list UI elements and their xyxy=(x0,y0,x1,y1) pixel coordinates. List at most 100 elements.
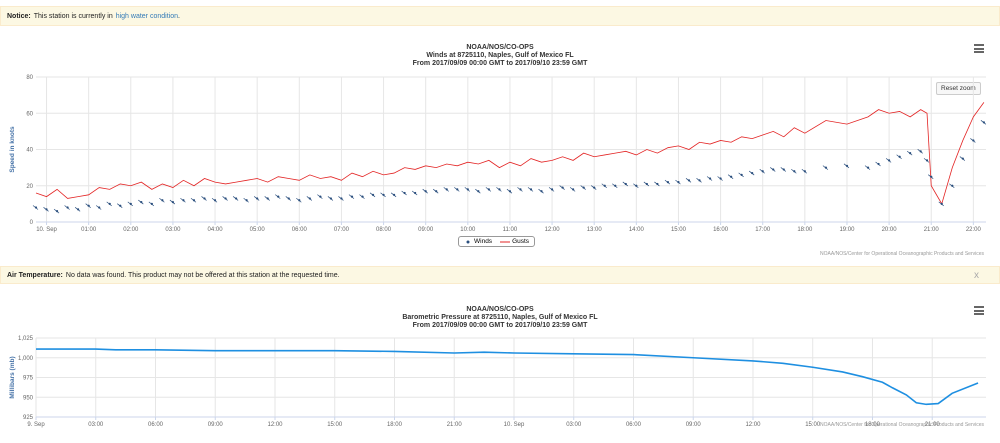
wind-direction-arrow xyxy=(923,158,930,163)
x-tick-label: 03:00 xyxy=(566,422,582,428)
wind-direction-arrow xyxy=(380,192,386,198)
wind-direction-arrow xyxy=(949,183,955,189)
wind-direction-arrow xyxy=(369,192,376,198)
wind-direction-arrow xyxy=(896,154,902,160)
wind-direction-arrow xyxy=(243,197,249,203)
air-temp-text: No data was found. This product may not … xyxy=(65,271,340,279)
wind-direction-arrow xyxy=(53,208,60,214)
wind-direction-arrow xyxy=(654,181,660,187)
wind-direction-arrow xyxy=(569,187,576,192)
x-tick-label: 09:00 xyxy=(418,227,434,233)
wind-direction-arrow xyxy=(201,196,207,201)
y-tick-label: 950 xyxy=(23,395,34,401)
y-tick-label: 20 xyxy=(26,184,33,190)
x-tick-label: 09:00 xyxy=(208,422,224,428)
wind-direction-arrow xyxy=(633,183,639,189)
winds-title-line2: Winds at 8725110, Naples, Gulf of Mexico… xyxy=(426,52,574,59)
wind-direction-arrow xyxy=(706,176,713,181)
wind-direction-arrow xyxy=(601,183,607,189)
x-tick-label: 05:00 xyxy=(250,227,266,233)
pressure-plot: 925 950 975 1,000 1,025 9. Sep 03:00 06:00 09:00… xyxy=(9,336,986,428)
wind-direction-arrow xyxy=(74,207,81,212)
wind-direction-arrow xyxy=(180,197,186,203)
wind-direction-arrow xyxy=(506,188,513,194)
wind-direction-arrow xyxy=(643,181,650,187)
pressure-credits[interactable]: NOAA/NOS/Center for Operational Oceanogr… xyxy=(820,422,984,428)
wind-direction-arrow xyxy=(275,194,281,199)
wind-direction-arrow xyxy=(928,174,934,179)
wind-direction-arrow xyxy=(727,174,734,179)
wind-direction-arrow xyxy=(496,187,502,192)
y-axis-title: Speed in knots xyxy=(9,126,16,173)
x-tick-label: 21:00 xyxy=(924,227,940,233)
y-tick-label: 1,000 xyxy=(18,356,34,362)
wind-direction-arrow xyxy=(612,183,618,189)
winds-credits[interactable]: NOAA/NOS/Center for Operational Oceanogr… xyxy=(820,251,984,257)
notice-text: This station is currently in xyxy=(33,12,113,20)
wind-direction-arrow xyxy=(875,161,881,167)
x-tick-label: 18:00 xyxy=(387,422,403,428)
wind-direction-arrow xyxy=(780,167,787,172)
wind-direction-arrow xyxy=(770,167,776,172)
wind-direction-arrow xyxy=(485,187,492,192)
wind-direction-arrow xyxy=(443,187,449,192)
wind-direction-arrow xyxy=(190,197,197,203)
wind-direction-arrow xyxy=(464,187,471,192)
x-tick-label: 10:00 xyxy=(460,227,476,233)
x-tick-label: 19:00 xyxy=(839,227,855,233)
x-tick-label: 06:00 xyxy=(626,422,642,428)
wind-direction-arrow xyxy=(43,207,49,212)
wind-direction-arrow xyxy=(970,138,976,143)
wind-direction-arrow xyxy=(348,194,355,199)
high-water-link[interactable]: high water condition xyxy=(115,12,178,20)
pressure-title-line3: From 2017/09/09 00:00 GMT to 2017/09/10 … xyxy=(412,322,588,329)
x-tick-label: 14:00 xyxy=(629,227,645,233)
winds-menu-icon[interactable] xyxy=(974,44,984,53)
x-tick-label: 21:00 xyxy=(925,422,941,428)
wind-direction-arrow xyxy=(822,165,829,170)
winds-chart-title: NOAA/NOS/CO-OPS Winds at 8725110, Naples… xyxy=(0,44,1000,68)
high-water-notice: Notice: This station is currently in hig… xyxy=(0,6,1000,26)
notice-end: . xyxy=(177,12,180,20)
x-tick-label: 9. Sep xyxy=(27,422,45,428)
wind-direction-arrow xyxy=(106,201,112,207)
x-tick-label: 16:00 xyxy=(713,227,729,233)
wind-direction-arrow xyxy=(232,196,239,201)
legend-item-winds[interactable]: Winds xyxy=(464,238,492,245)
wind-direction-arrow xyxy=(138,199,144,205)
wind-direction-arrow xyxy=(285,196,291,201)
series-winds xyxy=(32,120,987,214)
x-tick-label: 20:00 xyxy=(882,227,898,233)
x-tick-label: 22:00 xyxy=(966,227,982,233)
pressure-menu-icon[interactable] xyxy=(974,306,984,315)
wind-direction-arrow xyxy=(359,194,365,199)
wind-direction-arrow xyxy=(211,197,218,203)
reset-zoom-button[interactable]: Reset zoom xyxy=(936,82,981,95)
y-axis-title: Millibars (mb) xyxy=(9,356,16,398)
x-tick-label: 06:00 xyxy=(148,422,164,428)
wind-direction-arrow xyxy=(938,201,944,207)
legend-item-gusts[interactable]: Gusts xyxy=(500,238,529,245)
wind-direction-arrow xyxy=(759,168,765,174)
plot-area: 925 950 975 1,000 1,025 9. Sep 03:00 06:00 09:00… xyxy=(9,336,986,428)
wind-direction-arrow xyxy=(664,179,671,185)
winds-plot: 0 20 40 60 80 10. Sep 01:00 02:00 03:00 04:00 05:0… xyxy=(9,75,987,233)
wind-direction-arrow xyxy=(801,168,808,174)
x-tick-label: 15:00 xyxy=(671,227,687,233)
x-tick-label: 18:00 xyxy=(797,227,813,233)
series-gusts xyxy=(35,102,985,205)
x-tick-label: 12:00 xyxy=(267,422,283,428)
x-tick-label: 06:00 xyxy=(292,227,308,233)
close-icon[interactable]: x xyxy=(974,269,979,281)
wind-direction-arrow xyxy=(843,163,850,169)
series-barometric-pressure xyxy=(36,348,979,406)
wind-direction-arrow xyxy=(696,178,702,183)
wind-direction-arrow xyxy=(338,196,344,201)
plot-area: 0 20 40 60 80 10. Sep 01:00 02:00 03:00 04:00 05:0… xyxy=(9,75,987,233)
winds-title-line1: NOAA/NOS/CO-OPS xyxy=(466,44,534,51)
y-tick-label: 925 xyxy=(23,415,34,421)
wind-direction-arrow xyxy=(169,199,176,205)
wind-direction-arrow xyxy=(791,168,797,174)
wind-direction-arrow xyxy=(127,201,134,207)
x-tick-label: 04:00 xyxy=(208,227,224,233)
